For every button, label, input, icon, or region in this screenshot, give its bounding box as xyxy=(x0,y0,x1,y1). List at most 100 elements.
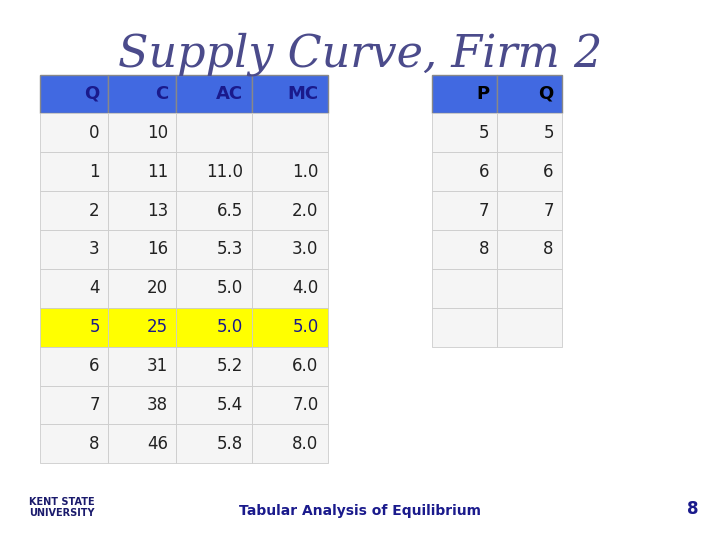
Text: 5: 5 xyxy=(89,318,100,336)
Bar xyxy=(176,75,252,113)
Bar xyxy=(176,386,252,424)
Bar xyxy=(40,424,108,463)
Bar xyxy=(252,113,328,152)
Text: P: P xyxy=(476,85,489,103)
Bar xyxy=(252,191,328,230)
Bar xyxy=(176,191,252,230)
Text: 0: 0 xyxy=(89,124,100,142)
Text: 13: 13 xyxy=(147,201,168,220)
Bar xyxy=(40,269,108,308)
Bar xyxy=(252,308,328,347)
Bar xyxy=(432,113,497,152)
Text: 2.0: 2.0 xyxy=(292,201,318,220)
Bar xyxy=(40,75,108,113)
Text: 8: 8 xyxy=(479,240,489,259)
Text: 5.0: 5.0 xyxy=(292,318,318,336)
Text: 6.5: 6.5 xyxy=(217,201,243,220)
Bar xyxy=(108,113,176,152)
Bar xyxy=(40,230,108,269)
Bar xyxy=(40,152,108,191)
Bar xyxy=(497,308,562,347)
Bar xyxy=(108,75,176,113)
Text: 3.0: 3.0 xyxy=(292,240,318,259)
Bar xyxy=(176,347,252,386)
Bar xyxy=(108,152,176,191)
Text: 8.0: 8.0 xyxy=(292,435,318,453)
Text: C: C xyxy=(155,85,168,103)
Text: 11: 11 xyxy=(147,163,168,181)
Text: 46: 46 xyxy=(147,435,168,453)
Bar xyxy=(40,347,108,386)
Bar xyxy=(176,424,252,463)
Bar xyxy=(432,269,497,308)
Bar xyxy=(252,347,328,386)
Text: 5.0: 5.0 xyxy=(217,279,243,298)
Text: 5: 5 xyxy=(479,124,489,142)
Bar xyxy=(497,113,562,152)
Text: 7: 7 xyxy=(544,201,554,220)
Bar xyxy=(176,113,252,152)
Bar xyxy=(432,230,497,269)
Text: Q: Q xyxy=(84,85,100,103)
Bar xyxy=(108,347,176,386)
Bar xyxy=(108,424,176,463)
Bar xyxy=(40,191,108,230)
Text: Supply Curve, Firm 2: Supply Curve, Firm 2 xyxy=(118,32,602,76)
Text: 7.0: 7.0 xyxy=(292,396,318,414)
Text: Tabular Analysis of Equilibrium: Tabular Analysis of Equilibrium xyxy=(239,504,481,518)
Bar xyxy=(252,152,328,191)
Text: 6: 6 xyxy=(544,163,554,181)
Bar xyxy=(432,75,497,113)
Bar xyxy=(497,75,562,113)
Bar xyxy=(497,269,562,308)
Text: 7: 7 xyxy=(479,201,489,220)
Text: MC: MC xyxy=(287,85,318,103)
Text: 16: 16 xyxy=(147,240,168,259)
Text: 20: 20 xyxy=(147,279,168,298)
Bar xyxy=(432,152,497,191)
Bar xyxy=(40,113,108,152)
Text: AC: AC xyxy=(216,85,243,103)
Text: 1.0: 1.0 xyxy=(292,163,318,181)
Text: 2: 2 xyxy=(89,201,100,220)
Bar xyxy=(176,152,252,191)
Text: 25: 25 xyxy=(147,318,168,336)
Bar xyxy=(432,308,497,347)
Text: 8: 8 xyxy=(544,240,554,259)
Bar xyxy=(108,308,176,347)
Text: 4.0: 4.0 xyxy=(292,279,318,298)
Text: 5.2: 5.2 xyxy=(217,357,243,375)
Text: 5.3: 5.3 xyxy=(217,240,243,259)
Bar xyxy=(252,75,328,113)
Text: 8: 8 xyxy=(89,435,100,453)
Text: 3: 3 xyxy=(89,240,100,259)
Bar xyxy=(176,308,252,347)
Text: 5: 5 xyxy=(544,124,554,142)
Text: 38: 38 xyxy=(147,396,168,414)
Bar xyxy=(252,424,328,463)
Bar xyxy=(108,230,176,269)
Bar xyxy=(176,230,252,269)
Text: 10: 10 xyxy=(147,124,168,142)
Text: 6: 6 xyxy=(479,163,489,181)
Text: 6.0: 6.0 xyxy=(292,357,318,375)
Bar xyxy=(176,269,252,308)
Bar xyxy=(252,230,328,269)
Text: 4: 4 xyxy=(89,279,100,298)
Text: 8: 8 xyxy=(687,501,698,518)
Bar xyxy=(108,386,176,424)
Bar xyxy=(40,386,108,424)
Text: KENT STATE
UNIVERSITY: KENT STATE UNIVERSITY xyxy=(29,497,94,518)
Bar xyxy=(432,191,497,230)
Bar xyxy=(252,386,328,424)
Text: 5.4: 5.4 xyxy=(217,396,243,414)
Text: Q: Q xyxy=(539,85,554,103)
Text: 31: 31 xyxy=(147,357,168,375)
Text: 11.0: 11.0 xyxy=(206,163,243,181)
Bar xyxy=(252,269,328,308)
Bar xyxy=(497,191,562,230)
Text: 7: 7 xyxy=(89,396,100,414)
Text: 5.0: 5.0 xyxy=(217,318,243,336)
Bar xyxy=(108,191,176,230)
Text: 5.8: 5.8 xyxy=(217,435,243,453)
